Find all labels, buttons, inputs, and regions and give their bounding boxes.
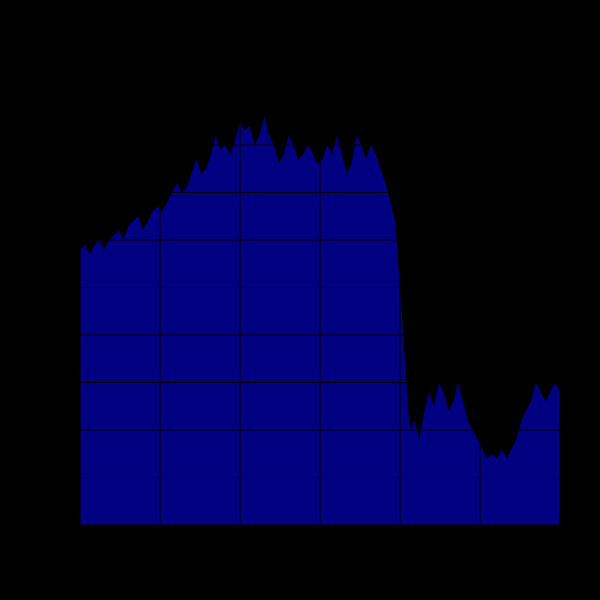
area-chart bbox=[0, 0, 600, 600]
chart-canvas bbox=[0, 0, 600, 600]
